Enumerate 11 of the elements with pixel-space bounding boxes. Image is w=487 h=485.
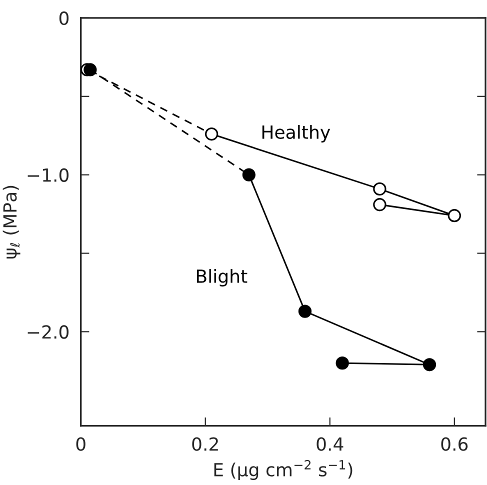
x-tick-label: 0.6 — [441, 437, 468, 451]
x-axis-title: E (μg cm$^{−2}$ s$^{−1}$) — [214, 460, 352, 480]
series-label: Healthy — [262, 124, 330, 142]
y-tick-label: −2.0 — [28, 325, 69, 339]
y-axis-title: ψ$_{ℓ}$ (MPa) — [2, 186, 20, 259]
y-tick-label: 0 — [59, 11, 69, 26]
text: Blight — [196, 269, 248, 287]
x-tick-label: 0.4 — [316, 437, 344, 451]
x-tick-label: 0.2 — [192, 437, 218, 451]
y-tick-label: −1.0 — [28, 168, 69, 182]
x-tick-label: 0 — [76, 437, 86, 451]
